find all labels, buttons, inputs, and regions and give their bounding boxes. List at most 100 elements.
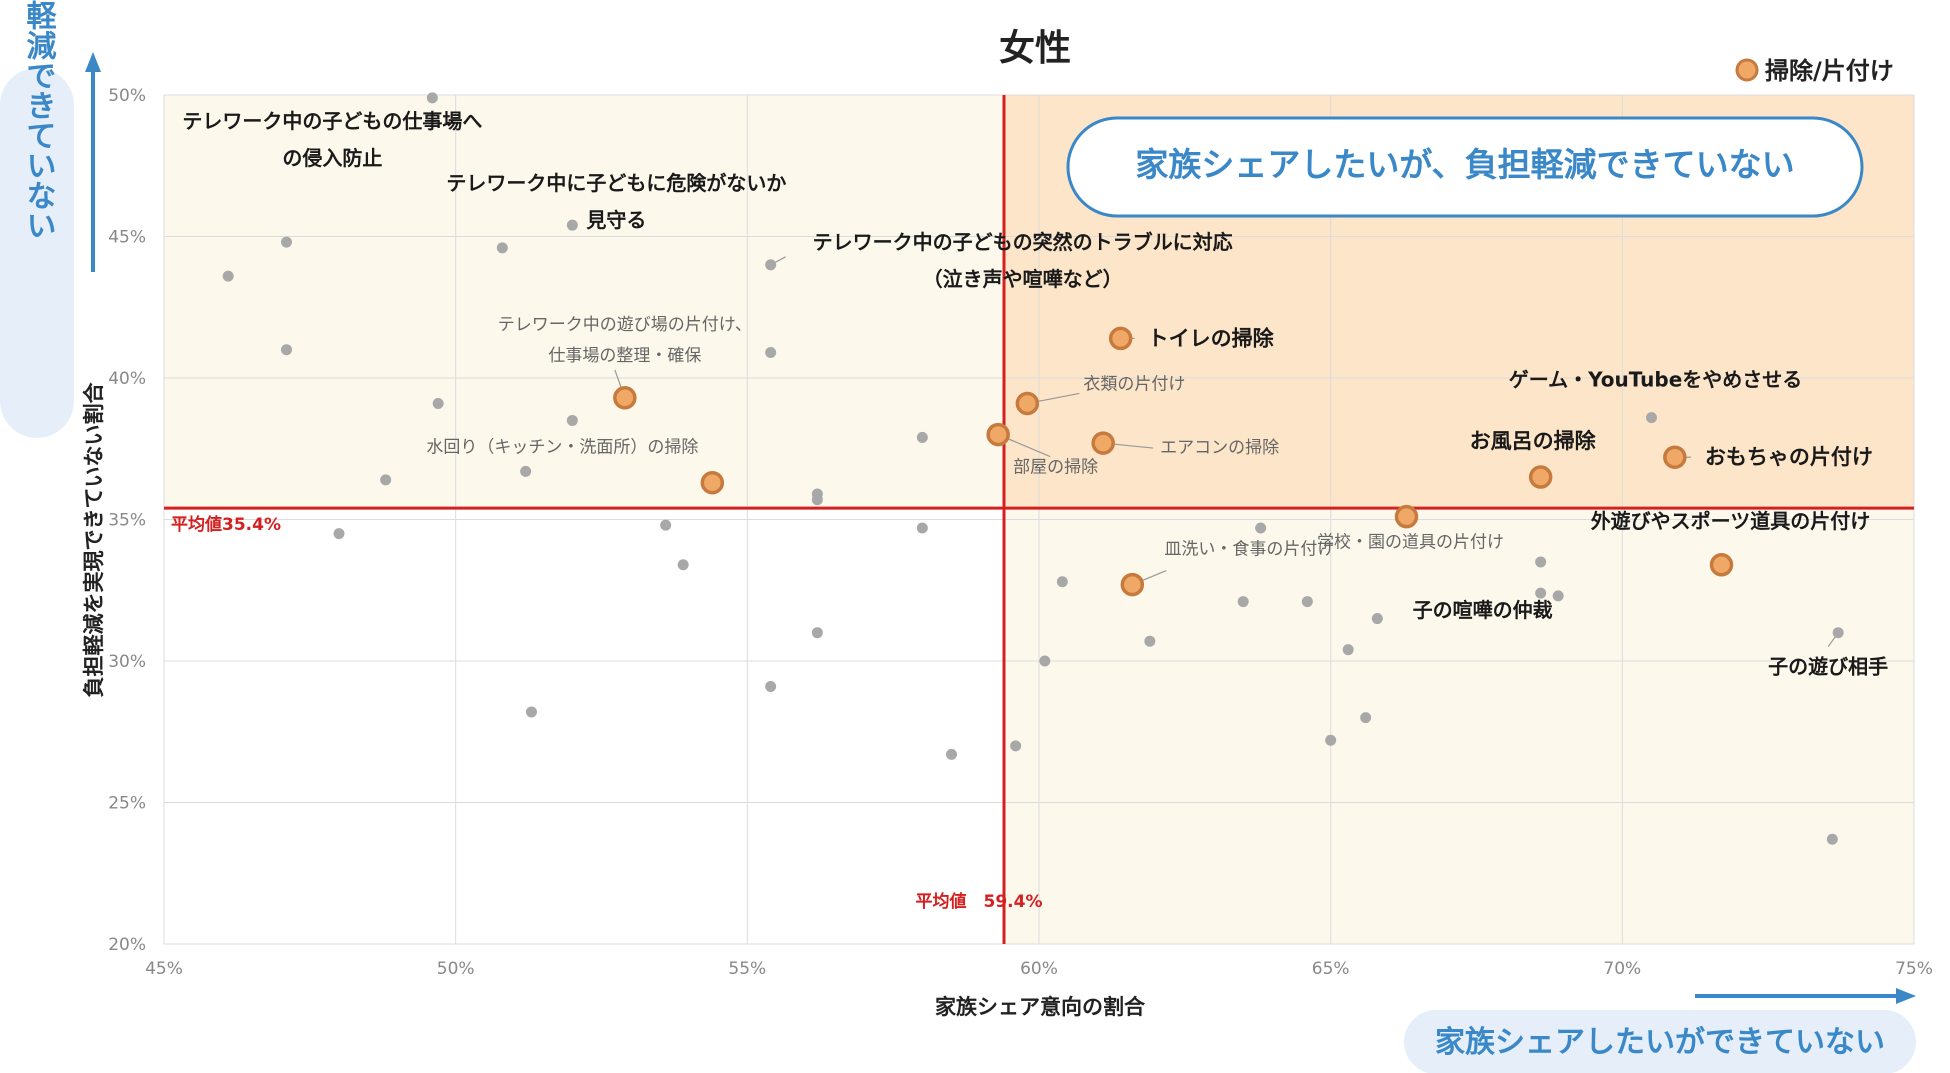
x-tick-label: 45%	[145, 959, 183, 979]
y-tick-label: 20%	[108, 935, 146, 955]
highlight-point	[700, 470, 725, 495]
scatter-point	[1144, 635, 1156, 647]
data-points	[222, 92, 1844, 845]
quadrant-top-left	[164, 95, 1004, 509]
point-label: おもちゃの片付け	[1705, 445, 1873, 469]
x-tick-label: 60%	[1020, 959, 1058, 979]
scatter-point	[1255, 522, 1267, 534]
average-lines	[164, 95, 1914, 944]
x-tick-label: 70%	[1603, 959, 1641, 979]
scatter-point	[222, 270, 234, 282]
quadrant-callout-text: 家族シェアしたいが、負担軽減できていない	[1135, 145, 1794, 184]
legend-marker	[1735, 58, 1759, 82]
quadrant-callout: 家族シェアしたいが、負担軽減できていない	[1066, 116, 1864, 218]
scatter-point	[380, 474, 392, 486]
point-label: 学校・園の道具の片付け	[1317, 533, 1504, 553]
highlight-point	[1091, 431, 1115, 455]
x-side-label-text: 家族シェアしたいができていない	[1435, 1025, 1885, 1060]
x-tick-label: 65%	[1312, 959, 1350, 979]
highlight-point	[1528, 465, 1553, 489]
scatter-point	[432, 397, 444, 409]
y-tick-label: 25%	[108, 794, 146, 814]
scatter-point	[566, 219, 578, 231]
x-side-label: 家族シェアしたいができていない	[1404, 988, 1916, 1073]
point-label: 見守る	[586, 208, 646, 232]
legend: 掃除/片付け	[1735, 57, 1894, 85]
y-tick-label: 45%	[108, 228, 146, 248]
highlight-point	[1394, 504, 1419, 529]
point-label: テレワーク中の子どもの仕事場へ	[182, 109, 482, 133]
scatter-point	[1056, 576, 1068, 588]
x-tick-label: 55%	[728, 959, 766, 979]
y-tick-label: 30%	[108, 652, 146, 672]
scatter-point	[1039, 655, 1051, 667]
highlight-point	[1709, 553, 1734, 577]
scatter-point	[765, 259, 777, 271]
point-label: 衣類の片付け	[1083, 374, 1185, 394]
highlight-point	[1108, 326, 1133, 351]
x-tick-label: 75%	[1895, 959, 1933, 979]
quadrant-bottom-right	[1004, 508, 1914, 944]
point-label: 外遊びやスポーツ道具の片付け	[1591, 509, 1871, 533]
axis-ticks: 45% 50% 55% 60% 65% 70% 75% 20% 25% 30% 35% 40% 45% 5…	[108, 86, 1933, 979]
scatter-point	[1325, 734, 1337, 746]
scatter-point	[946, 748, 957, 760]
scatter-point	[1010, 740, 1022, 752]
point-label: 子の遊び相手	[1768, 655, 1888, 679]
scatter-point	[281, 236, 292, 248]
point-label: お風呂の掃除	[1470, 429, 1597, 453]
scatter-point	[1826, 833, 1838, 845]
quadrant-bottom-left	[164, 508, 1004, 944]
y-tick-label: 35%	[108, 511, 146, 531]
scatter-point	[660, 519, 672, 531]
x-axis-label: 家族シェア意向の割合	[935, 995, 1146, 1019]
y-axis-label: 負担軽減を実現できていない割合	[82, 382, 106, 698]
scatter-point	[1237, 596, 1249, 608]
scatter-point	[1301, 596, 1313, 608]
scatter-point	[333, 528, 345, 540]
scatter-point	[526, 706, 537, 718]
average-y-label: 平均値35.4%	[171, 514, 281, 535]
scatter-point	[1832, 627, 1844, 639]
scatter-point	[811, 627, 823, 639]
scatter-point	[916, 522, 928, 534]
point-label: トイレの掃除	[1148, 326, 1275, 350]
point-label: テレワーク中に子どもに危険がないか	[446, 171, 786, 195]
scatter-point	[426, 92, 438, 104]
average-x-label: 平均値 59.4%	[916, 891, 1043, 912]
point-label: の侵入防止	[282, 146, 382, 170]
scatter-point	[1342, 644, 1354, 656]
point-label: ゲーム・YouTubeをやめさせる	[1509, 368, 1803, 392]
point-label: エアコンの掃除	[1160, 438, 1279, 458]
highlight-point	[986, 422, 1010, 447]
scatter-point	[1646, 412, 1657, 424]
scatter-point	[1535, 556, 1547, 568]
scatter-point	[1552, 590, 1564, 602]
highlight-point	[613, 386, 637, 410]
point-labels: テレワーク中の子どもの仕事場への侵入防止テレワーク中に子どもに危険がないか見守る…	[182, 109, 1888, 679]
point-label: 皿洗い・食事の片付け	[1164, 540, 1334, 560]
chart-title: 女性	[999, 28, 1071, 69]
scatter-point	[916, 431, 928, 443]
scatter-point	[566, 414, 578, 426]
highlight-point	[1015, 391, 1040, 416]
point-label: テレワーク中の子どもの突然のトラブルに対応	[813, 230, 1233, 254]
highlight-point	[1120, 572, 1145, 597]
point-label: （泣き声や喧嘩など）	[923, 267, 1123, 291]
scatter-point	[1535, 587, 1547, 599]
point-label: 仕事場の整理・確保	[548, 346, 701, 366]
y-direction-arrow-head	[85, 52, 101, 72]
scatter-point	[765, 680, 777, 692]
scatter-point	[765, 347, 777, 359]
y-side-label: 負担軽減できていない	[0, 0, 101, 438]
point-label: 子の喧嘩の仲裁	[1413, 598, 1553, 622]
x-tick-label: 50%	[437, 959, 475, 979]
y-side-label-text: 負担軽減できていない	[21, 0, 57, 240]
scatter-point	[520, 465, 532, 477]
legend-label: 掃除/片付け	[1765, 57, 1894, 85]
point-label: 水回り（キッチン・洗面所）の掃除	[426, 438, 698, 458]
y-side-label-pill	[0, 68, 74, 438]
quadrant-callout-box	[1066, 116, 1864, 218]
grid-lines	[163, 94, 1915, 945]
